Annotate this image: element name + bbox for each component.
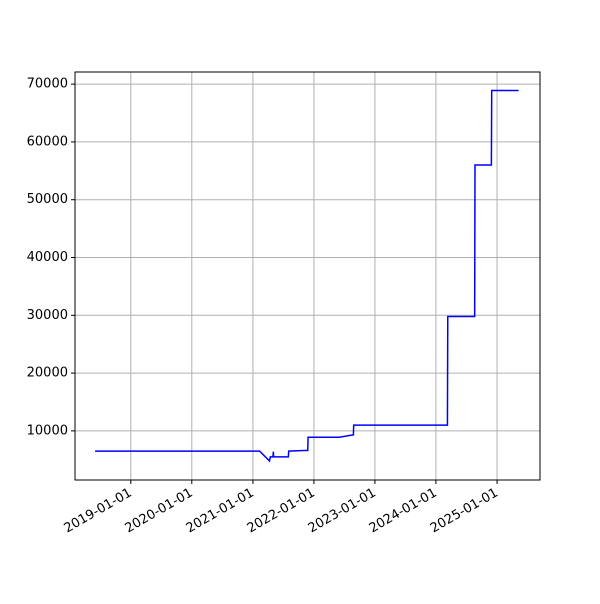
y-tick-label: 20000 bbox=[27, 366, 68, 381]
grid-layer bbox=[75, 72, 540, 480]
plot-frame bbox=[74, 71, 541, 481]
y-tick-label: 70000 bbox=[27, 77, 68, 92]
y-tick-label: 30000 bbox=[27, 308, 68, 323]
y-tick-label: 50000 bbox=[27, 192, 68, 207]
y-tick-label: 60000 bbox=[27, 134, 68, 149]
y-tick-label: 40000 bbox=[27, 250, 68, 265]
y-tick-label: 10000 bbox=[27, 423, 68, 438]
plot-layer bbox=[95, 89, 519, 463]
data-line bbox=[95, 89, 519, 463]
